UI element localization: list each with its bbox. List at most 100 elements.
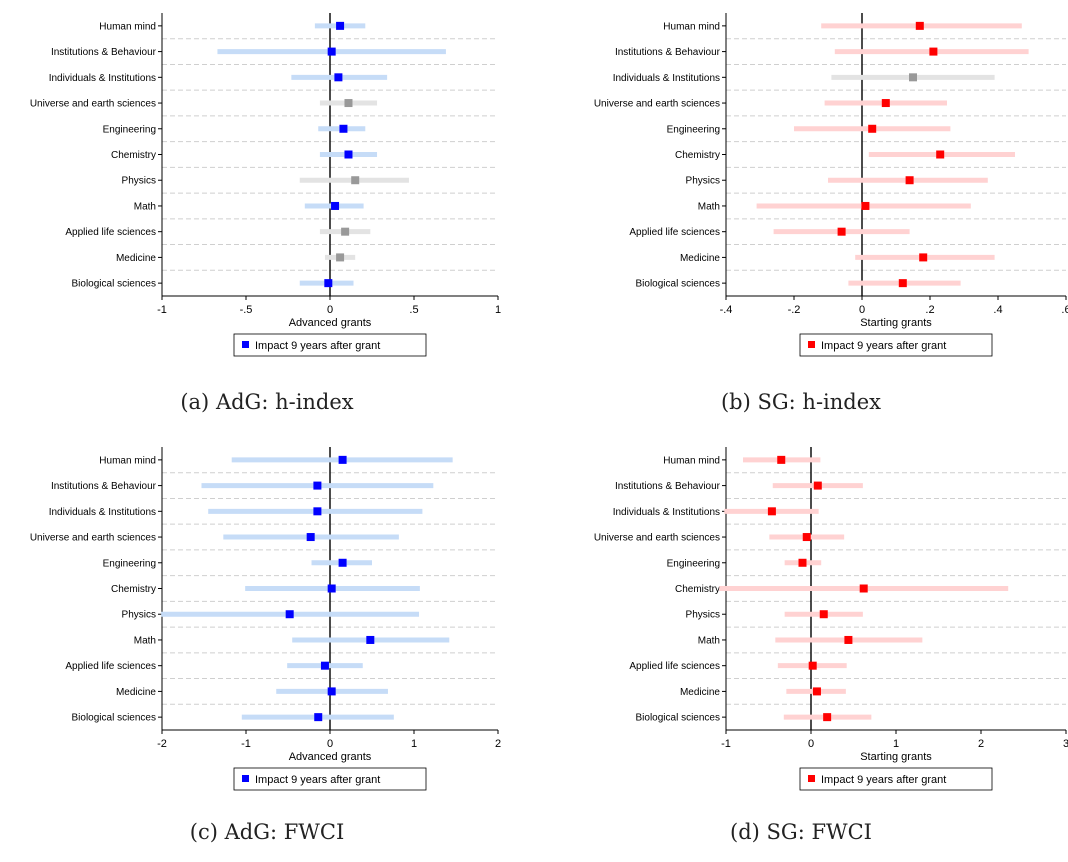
caption-a: (a) AdG: h-index <box>0 390 534 414</box>
estimate-marker <box>777 455 786 464</box>
x-tick-label: -1 <box>157 304 167 316</box>
estimate-marker <box>336 21 345 30</box>
category-label: Engineering <box>103 558 156 569</box>
x-tick-label: .6 <box>1061 304 1068 316</box>
legend-marker <box>242 341 249 348</box>
caption-a-text: AdG: h-index <box>215 390 354 414</box>
x-tick-label: -.4 <box>720 304 733 316</box>
category-label: Applied life sciences <box>629 227 720 238</box>
category-label: Medicine <box>116 687 156 698</box>
legend-label: Impact 9 years after grant <box>821 774 946 786</box>
x-tick-label: 0 <box>327 304 333 316</box>
x-tick-label: -.5 <box>240 304 253 316</box>
x-tick-label: .4 <box>993 304 1002 316</box>
caption-d-label: (d) <box>730 820 760 844</box>
legend-box <box>799 767 993 791</box>
estimate-marker <box>868 124 877 133</box>
x-axis-title: Advanced grants <box>289 751 372 763</box>
category-label: Institutions & Behaviour <box>51 481 157 492</box>
category-label: Math <box>698 201 720 212</box>
caption-c: (c) AdG: FWCI <box>0 820 534 844</box>
caption-c-text: AdG: FWCI <box>224 820 345 844</box>
estimate-marker <box>314 713 323 722</box>
category-label: Engineering <box>667 558 720 569</box>
category-label: Engineering <box>667 124 720 135</box>
x-tick-label: 1 <box>495 304 501 316</box>
estimate-marker <box>861 201 870 210</box>
estimate-marker <box>859 584 868 593</box>
category-label: Universe and earth sciences <box>30 533 156 544</box>
estimate-marker <box>915 21 924 30</box>
x-tick-label: 2 <box>495 738 501 750</box>
estimate-marker <box>898 279 907 288</box>
estimate-marker <box>334 73 343 82</box>
category-label: Biological sciences <box>72 713 157 724</box>
x-tick-label: 3 <box>1063 738 1068 750</box>
estimate-marker <box>812 687 821 696</box>
panel-d-sg-fwci: Human mind Institutions & Behaviour Indivi… <box>534 434 1068 862</box>
legend-label: Impact 9 years after grant <box>255 340 380 352</box>
category-label: Individuals & Institutions <box>49 507 156 518</box>
estimate-marker <box>844 635 853 644</box>
x-tick-label: 0 <box>808 738 814 750</box>
estimate-marker <box>909 73 917 82</box>
category-label: Human mind <box>663 21 720 32</box>
legend-box <box>799 333 993 357</box>
legend-marker <box>242 775 249 782</box>
category-label: Chemistry <box>111 584 156 595</box>
x-tick-label: -1 <box>721 738 731 750</box>
estimate-marker <box>819 610 828 619</box>
x-axis-title: Starting grants <box>860 751 932 763</box>
category-label: Individuals & Institutions <box>613 73 720 84</box>
category-label: Individuals & Institutions <box>49 73 156 84</box>
category-label: Applied life sciences <box>65 661 156 672</box>
category-label: Medicine <box>680 253 720 264</box>
x-tick-label: 1 <box>893 738 899 750</box>
estimate-marker <box>929 47 938 56</box>
x-tick-label: .2 <box>925 304 934 316</box>
estimate-marker <box>285 610 294 619</box>
caption-b-text: SG: h-index <box>757 390 882 414</box>
estimate-marker <box>306 533 315 542</box>
estimate-marker <box>767 507 776 516</box>
category-label: Medicine <box>116 253 156 264</box>
category-label: Medicine <box>680 687 720 698</box>
x-axis-title: Advanced grants <box>289 317 372 329</box>
category-label: Human mind <box>99 21 156 32</box>
category-label: Chemistry <box>675 150 720 161</box>
estimate-marker <box>366 635 375 644</box>
category-label: Chemistry <box>675 584 720 595</box>
x-tick-label: -1 <box>241 738 251 750</box>
estimate-marker <box>331 201 340 210</box>
x-tick-label: 2 <box>978 738 984 750</box>
category-label: Applied life sciences <box>629 661 720 672</box>
caption-c-label: (c) <box>189 820 218 844</box>
category-label: Math <box>698 635 720 646</box>
x-tick-label: 0 <box>327 738 333 750</box>
legend-box <box>233 767 427 791</box>
estimate-marker <box>339 124 348 133</box>
estimate-marker <box>351 176 360 185</box>
category-label: Institutions & Behaviour <box>615 47 721 58</box>
chart-c-svg: Human mind Institutions & Behaviour Indivi… <box>30 447 501 791</box>
x-tick-label: -2 <box>157 738 167 750</box>
category-label: Biological sciences <box>636 713 721 724</box>
chart-d-svg: Human mind Institutions & Behaviour Indivi… <box>594 447 1068 791</box>
category-label: Physics <box>686 610 720 621</box>
category-label: Universe and earth sciences <box>594 99 720 110</box>
estimate-marker <box>338 558 347 567</box>
category-label: Institutions & Behaviour <box>615 481 721 492</box>
legend-label: Impact 9 years after grant <box>821 340 946 352</box>
estimate-marker <box>837 227 846 236</box>
estimate-marker <box>336 253 345 262</box>
caption-a-label: (a) <box>180 390 210 414</box>
caption-d: (d) SG: FWCI <box>534 820 1068 844</box>
panel-b-sg-h-index: Human mind Institutions & Behaviour Indivi… <box>534 0 1068 428</box>
x-tick-label: 0 <box>859 304 865 316</box>
estimate-marker <box>344 150 353 159</box>
caption-d-text: SG: FWCI <box>766 820 872 844</box>
estimate-marker <box>344 99 353 108</box>
x-tick-label: -.2 <box>788 304 801 316</box>
estimate-marker <box>313 507 322 516</box>
estimate-marker <box>327 584 336 593</box>
